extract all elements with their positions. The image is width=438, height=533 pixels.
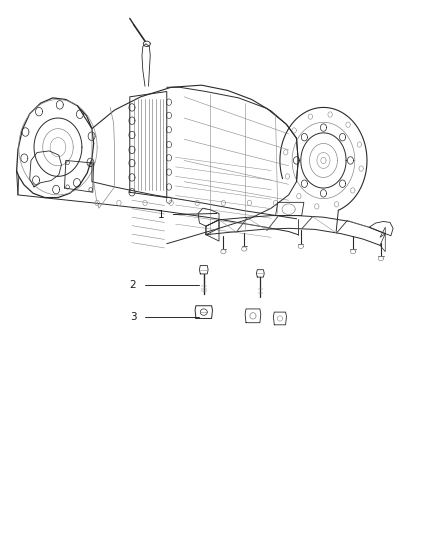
Text: 1: 1 (158, 209, 165, 220)
Text: 3: 3 (130, 312, 136, 322)
Text: 2: 2 (130, 280, 136, 290)
